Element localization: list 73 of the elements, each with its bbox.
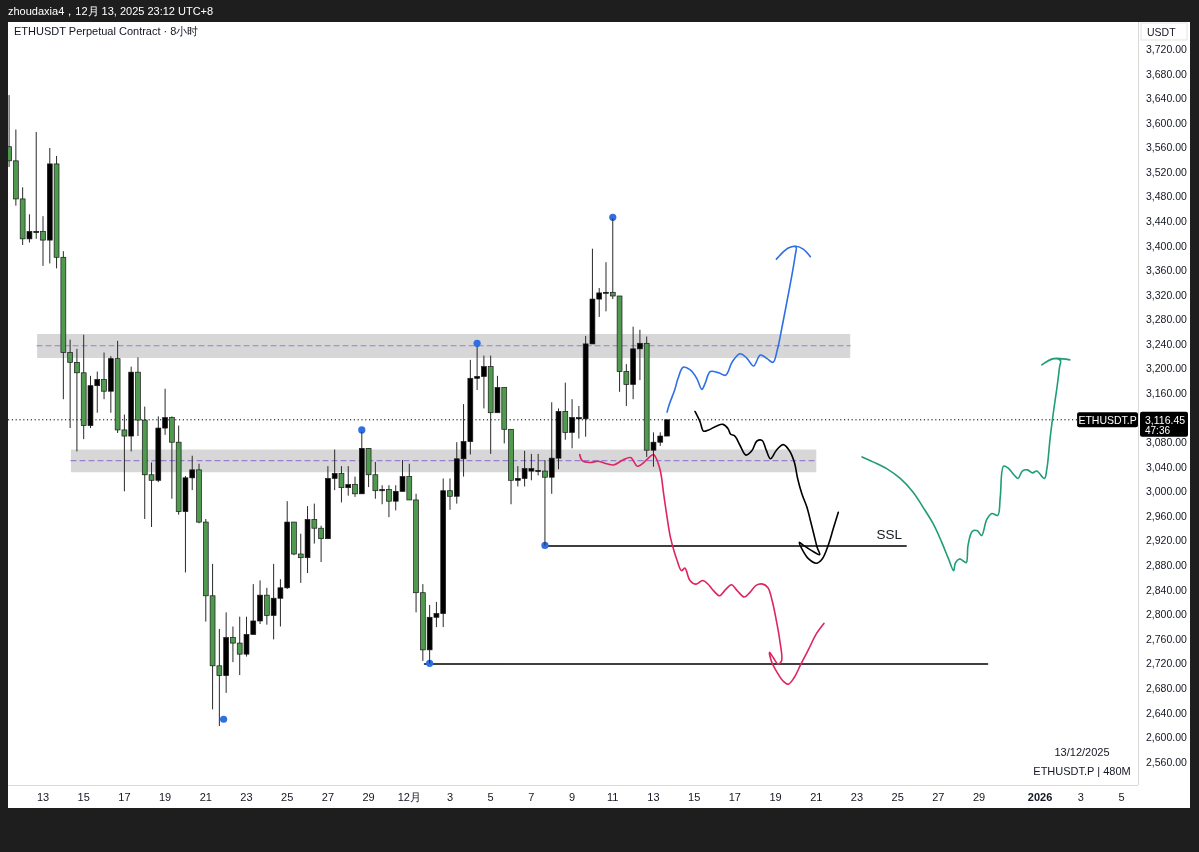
- x-tick-label: 13: [647, 791, 660, 803]
- x-tick-label: 27: [321, 791, 335, 803]
- y-tick-label: 3,116.45: [1145, 413, 1186, 426]
- y-tick-label: 3,040.00: [1146, 460, 1188, 473]
- x-tick-label: 25: [281, 791, 294, 803]
- y-tick-label: 2,760.00: [1146, 632, 1188, 645]
- point: [426, 659, 434, 667]
- line-series: [861, 357, 1071, 572]
- y-tick-label: 2,800.00: [1146, 608, 1188, 621]
- y-tick-label: 3,640.00: [1146, 92, 1188, 105]
- x-tick-label: 29: [362, 791, 375, 803]
- line-series: [666, 245, 812, 413]
- y-tick-label: 3,600.00: [1146, 116, 1188, 129]
- text: 47:36: [1145, 425, 1171, 437]
- x-tick-label: 19: [158, 791, 172, 803]
- y-tick-label: 3,360.00: [1146, 264, 1188, 277]
- y-tick-label: 3,320.00: [1146, 288, 1188, 301]
- x-tick-label: 15: [77, 791, 90, 803]
- y-tick-label: 2,880.00: [1146, 559, 1188, 572]
- point: [220, 715, 228, 723]
- x-tick-label: 17: [118, 791, 131, 803]
- y-tick-label: 3,480.00: [1146, 190, 1188, 203]
- x-tick-label: 7: [528, 791, 535, 803]
- y-tick-label: 2,960.00: [1146, 509, 1188, 522]
- y-tick-label: 2,680.00: [1146, 681, 1188, 694]
- y-tick-label: 3,000.00: [1146, 485, 1188, 498]
- annotation: ETHUSDT.P | 480M: [1033, 765, 1131, 777]
- x-tick-label: 21: [810, 791, 823, 803]
- y-tick-label: 2,560.00: [1146, 755, 1188, 768]
- x-tick-label: 17: [728, 791, 741, 803]
- y-tick-label: 3,240.00: [1146, 337, 1188, 350]
- annotation: 13/12/2025: [1054, 746, 1110, 758]
- y-tick-label: 2,840.00: [1146, 583, 1188, 596]
- ref-line-label: ETHUSDT.P: [1078, 413, 1137, 426]
- x-tick-label: 5: [487, 791, 494, 803]
- chart-title: ETHUSDT Perpetual Contract · 8小时: [14, 25, 199, 37]
- y-tick-label: 3,720.00: [1146, 43, 1188, 56]
- y-axis-title: USDT: [1147, 26, 1177, 38]
- y-tick-label: 3,080.00: [1146, 436, 1188, 449]
- text: zhoudaxia4，12月 13, 2025 23:12 UTC+8: [8, 5, 214, 17]
- x-tick-label: 19: [769, 791, 782, 803]
- y-tick-label: 2,920.00: [1146, 534, 1188, 547]
- x-tick-label: 9: [569, 791, 576, 803]
- point: [609, 213, 617, 221]
- x-tick-label: 3: [1077, 791, 1084, 803]
- x-tick-label: 3: [446, 791, 454, 803]
- y-tick-label: 3,680.00: [1146, 67, 1188, 80]
- y-tick-label: 3,160.00: [1146, 387, 1188, 400]
- point: [473, 339, 481, 347]
- x-tick-label: 12月: [397, 791, 421, 803]
- line-series: [578, 453, 825, 686]
- x-tick-label: 27: [932, 791, 945, 803]
- y-tick-label: 3,520.00: [1146, 165, 1188, 178]
- y-tick-label: 3,280.00: [1146, 313, 1188, 326]
- series-label: SSL: [876, 527, 903, 543]
- x-tick-label: 25: [891, 791, 904, 803]
- x-tick-label: 2026: [1027, 791, 1053, 803]
- x-tick-label: 23: [240, 791, 253, 803]
- point: [358, 426, 366, 434]
- y-tick-label: 3,400.00: [1146, 239, 1188, 252]
- x-tick-label: 11: [607, 791, 619, 803]
- y-tick-label: 3,560.00: [1146, 141, 1188, 154]
- x-tick-label: 23: [850, 791, 864, 803]
- y-tick-label: 3,200.00: [1146, 362, 1188, 375]
- y-tick-label: 2,640.00: [1146, 706, 1188, 719]
- x-tick-label: 5: [1118, 791, 1125, 803]
- x-tick-label: 21: [199, 791, 212, 803]
- x-tick-label: 15: [688, 791, 701, 803]
- x-tick-label: 13: [36, 791, 50, 803]
- y-tick-label: 2,720.00: [1146, 657, 1188, 670]
- y-tick-label: 3,440.00: [1146, 215, 1188, 228]
- y-tick-label: 2,600.00: [1146, 731, 1188, 744]
- x-tick-label: 29: [972, 791, 986, 803]
